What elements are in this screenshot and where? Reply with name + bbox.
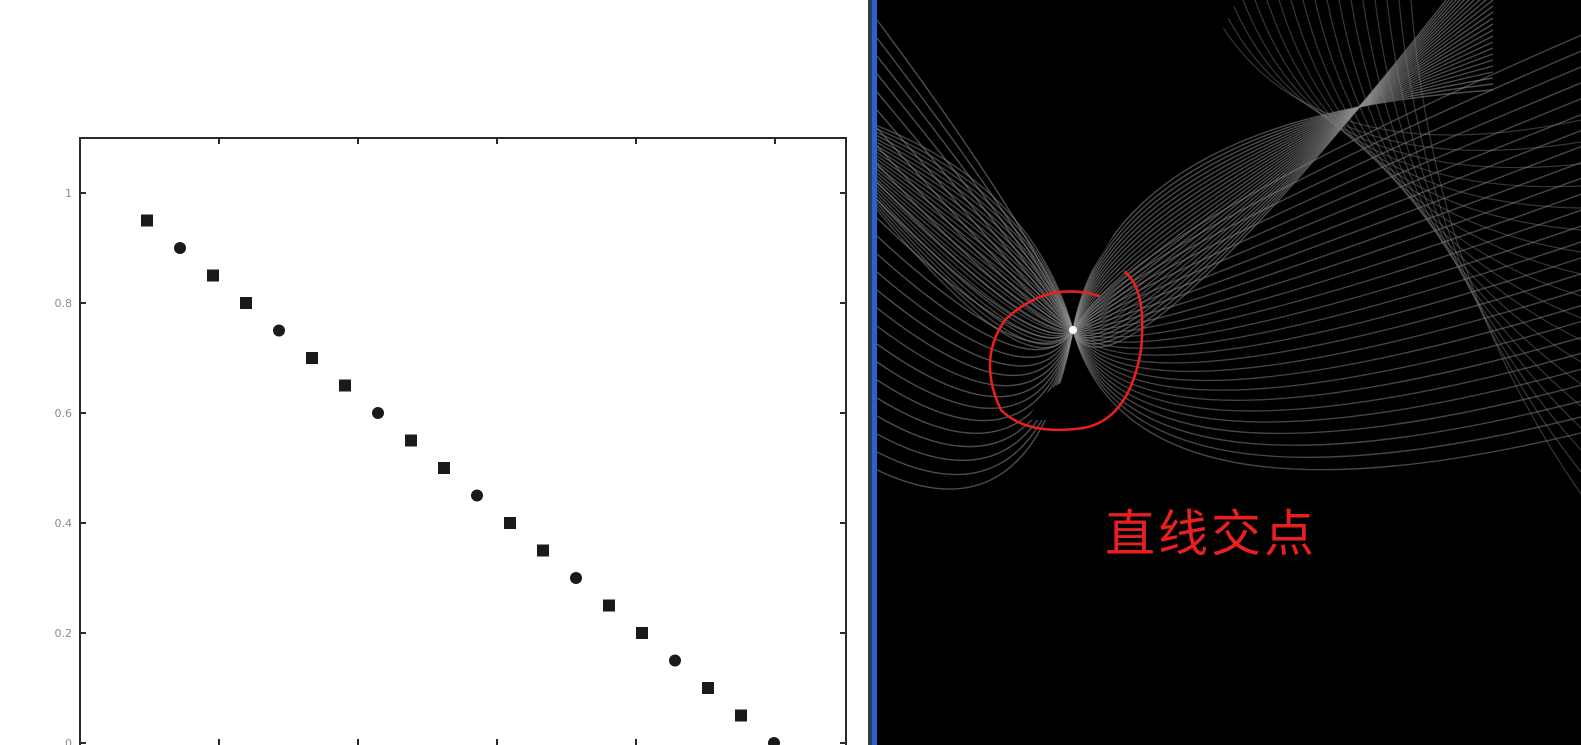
hough-curve: [1218, 0, 1581, 151]
scatter-point: [504, 517, 516, 529]
scatter-point: [339, 379, 351, 392]
hough-curve: [1266, 0, 1581, 231]
y-tick-label: 0.8: [55, 297, 73, 310]
scatter-point: [702, 682, 714, 694]
panel-divider: [868, 0, 872, 745]
hough-curve: [1302, 0, 1581, 297]
hough-void-top: [917, 0, 1237, 300]
scatter-point: [207, 269, 219, 282]
hough-curve: [877, 0, 1457, 339]
scatter-point: [636, 627, 648, 639]
scatter-plot: 0 0.2 0.4 0.6 0.8 1: [55, 137, 847, 745]
intersection-peak: [1069, 326, 1077, 334]
scatter-point: [669, 654, 681, 667]
scatter-point: [273, 324, 285, 337]
scatter-point: [405, 434, 417, 447]
hough-curve: [1326, 0, 1581, 341]
hough-curve: [1386, 0, 1581, 451]
hough-curve: [877, 47, 1494, 398]
hough-curve: [1278, 0, 1581, 253]
hough-curve: [877, 41, 1494, 387]
hough-curve: [877, 29, 1494, 367]
hough-space-image: [877, 0, 1581, 745]
annotation-circle: [988, 270, 1144, 432]
scatter-point: [537, 544, 549, 557]
scatter-point: [438, 462, 450, 474]
scatter-point: [471, 489, 483, 502]
y-tick-label: 1: [65, 187, 72, 200]
panel-edge-highlight: [872, 0, 877, 745]
hough-curve: [1230, 0, 1581, 169]
hough-space-panel: 直线交点: [877, 0, 1581, 745]
scatter-point: [141, 214, 153, 227]
scatter-point: [735, 709, 747, 722]
hough-curve: [1290, 0, 1581, 275]
scatter-point: [570, 572, 582, 584]
hough-curve: [1338, 0, 1581, 363]
scatter-plot-panel: 0 0.2 0.4 0.6 0.8 1: [54, 137, 847, 745]
hough-curve: [877, 89, 1494, 490]
y-tick-label: 0.6: [55, 407, 73, 420]
hough-curve: [877, 59, 1494, 422]
scatter-point: [240, 297, 252, 309]
hough-curve: [1314, 0, 1581, 319]
hough-curve: [1374, 0, 1581, 429]
scatter-point: [306, 352, 318, 364]
y-tick-label: 0.2: [55, 627, 73, 640]
hough-curve: [877, 53, 1494, 409]
hough-curve: [877, 125, 1581, 471]
scatter-point: [372, 407, 384, 419]
scatter-point: [768, 737, 780, 745]
plot-frame: [79, 137, 847, 745]
y-tick-label: 0: [65, 737, 72, 745]
hough-void-center: [1027, 380, 1123, 420]
scatter-point: [603, 599, 615, 612]
hough-curve: [877, 35, 1494, 377]
intersection-annotation-label: 直线交点: [1105, 505, 1317, 563]
hough-void-bottom: [877, 520, 1581, 745]
hough-curve: [1362, 0, 1581, 407]
hough-curve: [1398, 0, 1581, 473]
hough-curve: [1410, 0, 1581, 495]
scatter-point: [174, 242, 186, 254]
hough-curve: [877, 0, 1481, 331]
y-tick-label: 0.4: [55, 517, 73, 530]
hough-curve: [1242, 0, 1581, 188]
hough-curve: [1254, 0, 1581, 209]
hough-curve: [1206, 0, 1581, 136]
hough-curve: [1350, 0, 1581, 385]
